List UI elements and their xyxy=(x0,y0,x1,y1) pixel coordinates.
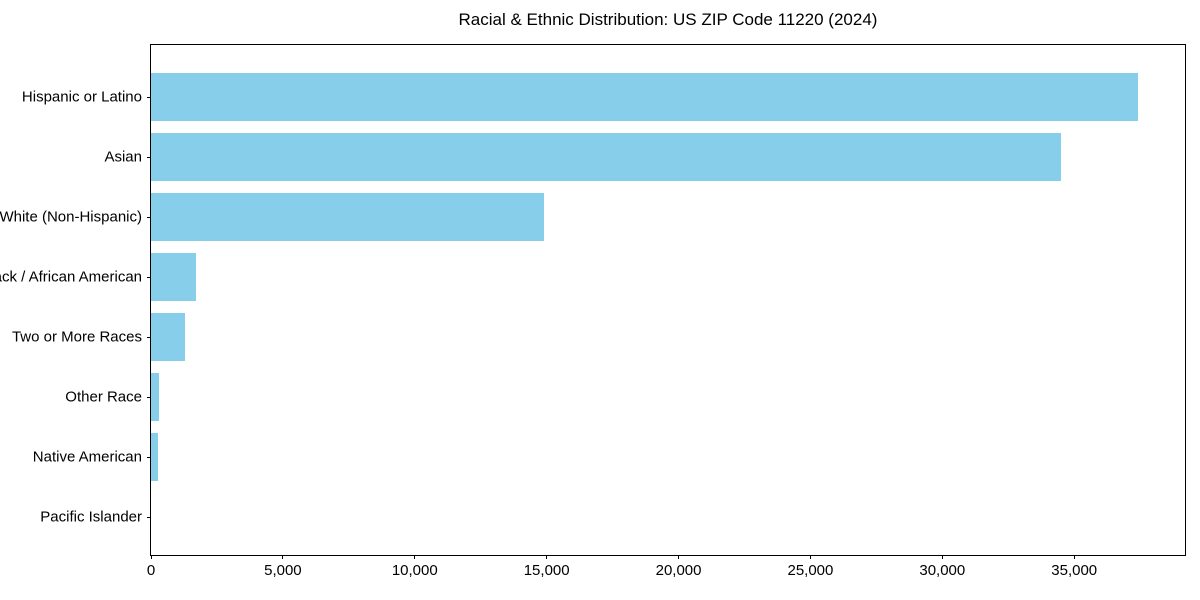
x-tick-mark xyxy=(414,555,416,559)
y-tick-mark xyxy=(147,397,151,398)
y-tick-label: Black / African American xyxy=(0,268,142,286)
x-tick-mark xyxy=(678,555,680,559)
x-tick-label: 30,000 xyxy=(919,562,966,579)
y-tick-label: Native American xyxy=(32,448,142,466)
y-tick-mark xyxy=(147,457,151,458)
bar xyxy=(151,253,196,301)
y-tick-label: White (Non-Hispanic) xyxy=(0,208,142,226)
y-tick-mark xyxy=(147,337,151,338)
x-tick-mark xyxy=(546,555,548,559)
bar-row: Pacific Islander xyxy=(40,487,1185,547)
y-tick-label: Other Race xyxy=(65,388,142,406)
chart-title: Racial & Ethnic Distribution: US ZIP Cod… xyxy=(458,10,878,29)
bar-row: Native American xyxy=(33,427,1185,487)
y-tick-label: Asian xyxy=(104,148,142,166)
x-tick-mark xyxy=(941,555,943,559)
bar xyxy=(151,373,159,421)
x-tick-label: 0 xyxy=(146,562,156,579)
bar xyxy=(151,73,1138,121)
y-tick-mark xyxy=(147,97,151,98)
bar-row: Asian xyxy=(104,127,1185,187)
y-tick-mark xyxy=(147,517,151,518)
x-tick-label: 5,000 xyxy=(264,562,302,579)
bar xyxy=(151,313,186,361)
y-tick-mark xyxy=(147,217,151,218)
x-tick-label: 10,000 xyxy=(391,562,438,579)
x-tick-label: 25,000 xyxy=(787,562,834,579)
x-tick-mark xyxy=(282,555,284,559)
bar xyxy=(151,193,545,241)
y-tick-mark xyxy=(147,157,151,158)
y-tick-label: Two or More Races xyxy=(11,328,142,346)
bar-row: White (Non-Hispanic) xyxy=(0,187,1185,247)
y-tick-mark xyxy=(147,277,151,278)
x-tick-mark xyxy=(809,555,811,559)
x-tick-label: 15,000 xyxy=(523,562,570,579)
bar-row: Black / African American xyxy=(0,247,1185,307)
bar xyxy=(151,133,1062,181)
y-tick-label: Hispanic or Latino xyxy=(21,88,142,106)
bar xyxy=(151,433,159,481)
x-tick-label: 20,000 xyxy=(655,562,702,579)
x-tick-mark xyxy=(150,555,152,559)
bars-container: Hispanic or Latino Asian White (Non-Hispan… xyxy=(0,67,1185,547)
plot-area: Hispanic or Latino Asian White (Non-Hispan… xyxy=(0,44,1186,579)
x-tick-mark xyxy=(1073,555,1075,559)
x-tick-label: 35,000 xyxy=(1051,562,1098,579)
x-axis: 0 5,000 10,000 15,000 20,000 25,000 30,000 35,0… xyxy=(147,555,1185,585)
y-tick-label: Pacific Islander xyxy=(40,508,142,526)
bar-row: Hispanic or Latino xyxy=(22,67,1185,127)
bar-row: Other Race xyxy=(65,367,1185,427)
bar-row: Two or More Races xyxy=(12,307,1185,367)
